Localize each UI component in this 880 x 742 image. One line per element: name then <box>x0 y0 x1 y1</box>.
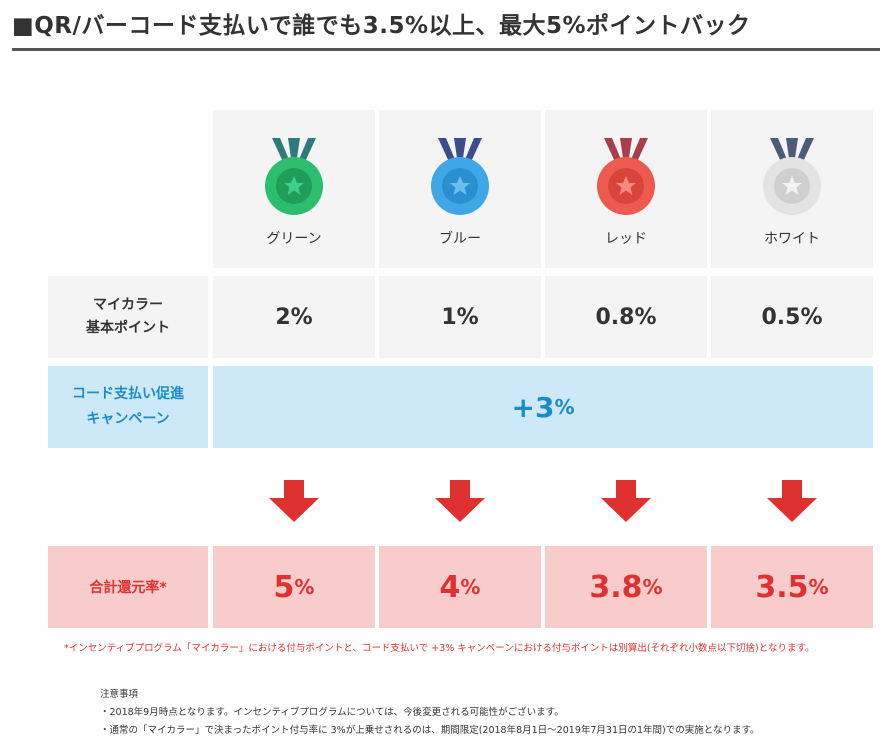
notes-item: ・2018年9月時点となります。インセンティブプログラムについては、今後変更され… <box>100 707 564 718</box>
medal-cell-blue: ブルー <box>379 110 541 268</box>
total-rate-red: 3.8% <box>545 546 707 628</box>
total-rate-green: 5% <box>213 546 375 628</box>
medal-name-white: ホワイト <box>764 231 820 247</box>
campaign-label: コード支払い促進 キャンペーン <box>48 366 208 448</box>
total-rate-red-number: 3.8 <box>589 569 643 605</box>
campaign-value-number: +3 <box>511 390 555 424</box>
total-rate-blue-number: 4 <box>439 569 461 605</box>
base-point-label-line1: マイカラー <box>93 297 163 313</box>
base-point-label: マイカラー 基本ポイント <box>48 276 208 358</box>
total-rate-green-pct: % <box>294 575 315 599</box>
medal-name-blue: ブルー <box>439 231 481 247</box>
total-rate-white: 3.5% <box>711 546 873 628</box>
down-arrow-icon-red <box>601 480 651 522</box>
medal-icon-blue <box>431 138 489 215</box>
footnote: *インセンティブプログラム「マイカラー」における付与ポイントと、コード支払いで … <box>64 643 815 654</box>
total-rate-green-number: 5 <box>273 569 295 605</box>
total-rate-white-number: 3.5 <box>755 569 809 605</box>
campaign-label-line1: コード支払い促進 <box>72 386 184 402</box>
total-rate-label: 合計還元率* <box>48 546 208 628</box>
medal-cell-white: ホワイト <box>711 110 873 268</box>
medal-icon-green <box>265 138 323 215</box>
down-arrow-icon-blue <box>435 480 485 522</box>
medal-cell-red: レッド <box>545 110 707 268</box>
total-rate-blue: 4% <box>379 546 541 628</box>
total-rate-blue-pct: % <box>460 575 481 599</box>
base-rate-red: 0.8% <box>545 276 707 358</box>
campaign-value: +3% <box>213 366 873 448</box>
total-rate-white-pct: % <box>808 575 829 599</box>
base-rate-white: 0.5% <box>711 276 873 358</box>
campaign-value-pct: % <box>554 395 575 419</box>
base-rate-blue: 1% <box>379 276 541 358</box>
medal-name-green: グリーン <box>266 231 322 247</box>
notes: 注意事項 ・2018年9月時点となります。インセンティブプログラムについては、今… <box>100 686 760 740</box>
medal-name-red: レッド <box>605 231 647 247</box>
campaign-label-line2: キャンペーン <box>86 411 170 427</box>
title-divider <box>12 48 880 51</box>
total-rate-red-pct: % <box>642 575 663 599</box>
medal-cell-green: グリーン <box>213 110 375 268</box>
base-point-label-line2: 基本ポイント <box>86 320 170 336</box>
notes-item: ・通常の「マイカラー」で決まったポイント付与率に 3%が上乗せされるのは、期間限… <box>100 725 760 736</box>
page-title: ■QR/バーコード支払いで誰でも3.5%以上、最大5%ポイントバック <box>12 13 751 39</box>
notes-heading: 注意事項 <box>100 689 139 700</box>
medal-icon-red <box>597 138 655 215</box>
medal-icon-white <box>763 138 821 215</box>
down-arrow-icon-white <box>767 480 817 522</box>
base-rate-green: 2% <box>213 276 375 358</box>
down-arrow-icon-green <box>269 480 319 522</box>
